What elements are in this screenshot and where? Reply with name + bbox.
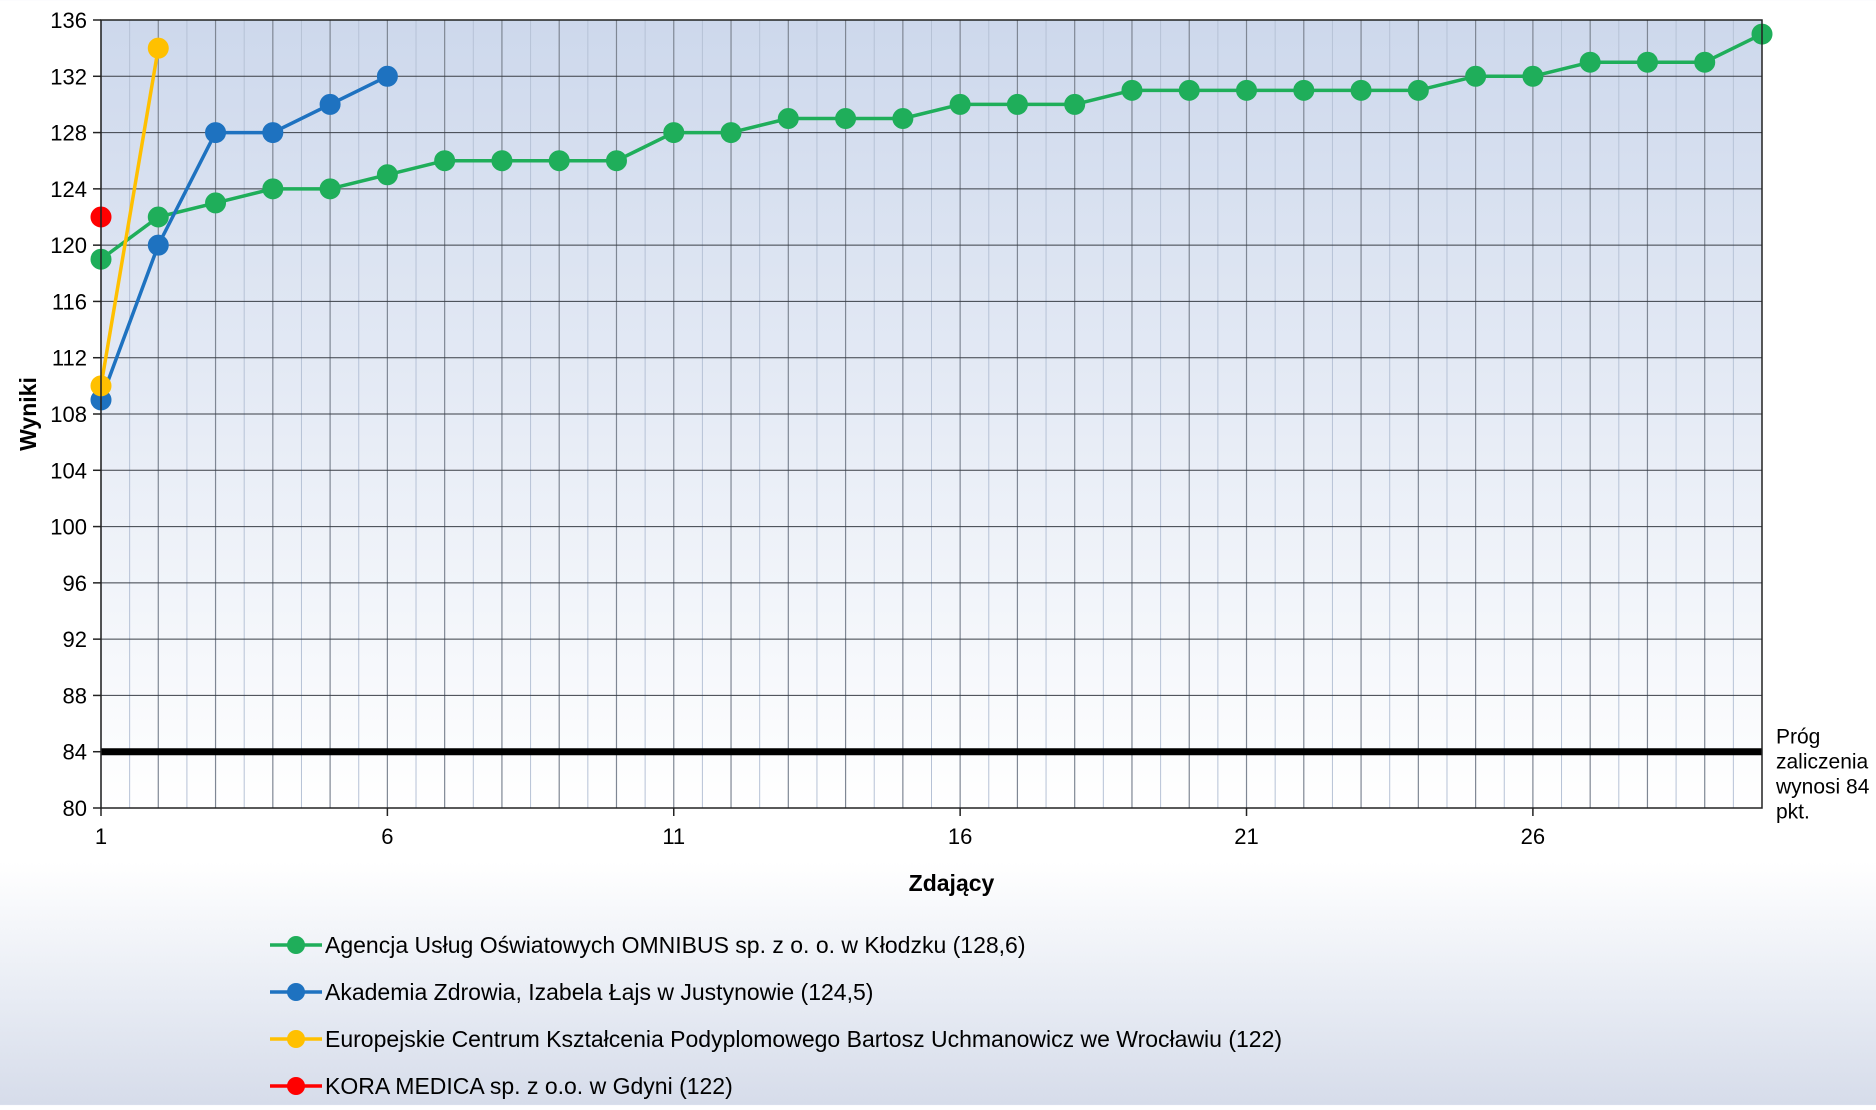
legend-swatch-marker (287, 1077, 305, 1095)
data-point (147, 234, 169, 256)
legend-label: KORA MEDICA sp. z o.o. w Gdyni (122) (325, 1073, 733, 1099)
y-tick-label: 136 (50, 8, 87, 33)
y-tick-label: 108 (50, 402, 87, 427)
data-point (262, 178, 284, 200)
legend-item: Agencja Usług Oświatowych OMNIBUS sp. z … (270, 932, 1026, 958)
y-tick-label: 92 (63, 627, 87, 652)
data-point (262, 122, 284, 144)
y-tick-label: 128 (50, 121, 87, 146)
data-point (1522, 65, 1544, 87)
y-tick-label: 104 (50, 458, 87, 483)
x-tick-label: 1 (95, 824, 107, 849)
data-point (1178, 79, 1200, 101)
data-point (720, 122, 742, 144)
data-point (205, 122, 227, 144)
data-point (1350, 79, 1372, 101)
data-point (1694, 51, 1716, 73)
data-point (605, 150, 627, 172)
data-point (1121, 79, 1143, 101)
x-tick-label: 26 (1521, 824, 1545, 849)
data-point (1636, 51, 1658, 73)
series-group (90, 23, 1773, 411)
x-tick-label: 6 (381, 824, 393, 849)
y-tick-label: 88 (63, 683, 87, 708)
data-point (376, 65, 398, 87)
series-1 (90, 23, 1773, 270)
series-line (99, 74, 389, 401)
data-point (434, 150, 456, 172)
y-tick-label: 124 (50, 177, 87, 202)
y-tick-label: 112 (52, 346, 87, 371)
legend-item: Europejskie Centrum Kształcenia Podyplom… (270, 1026, 1282, 1052)
legend: Agencja Usług Oświatowych OMNIBUS sp. z … (270, 932, 1282, 1099)
data-point (205, 192, 227, 214)
y-tick-label: 132 (50, 64, 87, 89)
legend-label: Europejskie Centrum Kształcenia Podyplom… (325, 1026, 1282, 1052)
y-tick-label: 100 (50, 515, 87, 540)
data-point (1465, 65, 1487, 87)
data-point (1407, 79, 1429, 101)
data-point (1064, 93, 1086, 115)
data-point (1293, 79, 1315, 101)
x-tick-label: 16 (948, 824, 972, 849)
axes: 8084889296100104108112116120124128132136… (50, 8, 1763, 849)
threshold-label-line: zaliczenia (1776, 751, 1869, 774)
data-point (1236, 79, 1258, 101)
data-point (147, 206, 169, 228)
legend-label: Akademia Zdrowia, Izabela Łajs w Justyno… (325, 979, 873, 1005)
x-tick-label: 21 (1234, 824, 1258, 849)
threshold-label-line: Próg (1776, 726, 1820, 749)
x-tick-label: 11 (662, 824, 685, 849)
y-axis-label: Wyniki (15, 377, 41, 451)
threshold-label-line: wynosi 84 (1775, 776, 1870, 799)
data-point (147, 37, 169, 59)
y-tick-label: 116 (52, 289, 87, 314)
legend-swatch-marker (287, 1030, 305, 1048)
legend-item: Akademia Zdrowia, Izabela Łajs w Justyno… (270, 979, 873, 1005)
data-point (1006, 93, 1028, 115)
data-point (319, 93, 341, 115)
series-line (99, 47, 161, 387)
y-tick-label: 96 (63, 571, 87, 596)
data-point (663, 122, 685, 144)
legend-swatch-marker (287, 983, 305, 1001)
y-tick-label: 84 (63, 740, 87, 765)
data-point (376, 164, 398, 186)
data-point (491, 150, 513, 172)
data-point (1579, 51, 1601, 73)
x-axis-label: Zdający (909, 870, 995, 896)
threshold-group: Próg zaliczenia wynosi 84 pkt. (101, 726, 1870, 824)
data-point (319, 178, 341, 200)
legend-label: Agencja Usług Oświatowych OMNIBUS sp. z … (325, 932, 1026, 958)
series-2 (90, 65, 398, 411)
data-point (949, 93, 971, 115)
data-point (892, 108, 914, 129)
legend-swatch-marker (287, 936, 305, 954)
y-tick-label: 80 (63, 796, 87, 821)
threshold-label: Próg zaliczenia wynosi 84 pkt. (1775, 726, 1870, 824)
data-point (548, 150, 570, 172)
legend-item: KORA MEDICA sp. z o.o. w Gdyni (122) (270, 1073, 733, 1099)
y-tick-label: 120 (50, 233, 87, 258)
data-point (777, 108, 799, 129)
grid-lines (100, 19, 1762, 809)
threshold-label-line: pkt. (1776, 801, 1810, 824)
data-point (835, 108, 857, 129)
